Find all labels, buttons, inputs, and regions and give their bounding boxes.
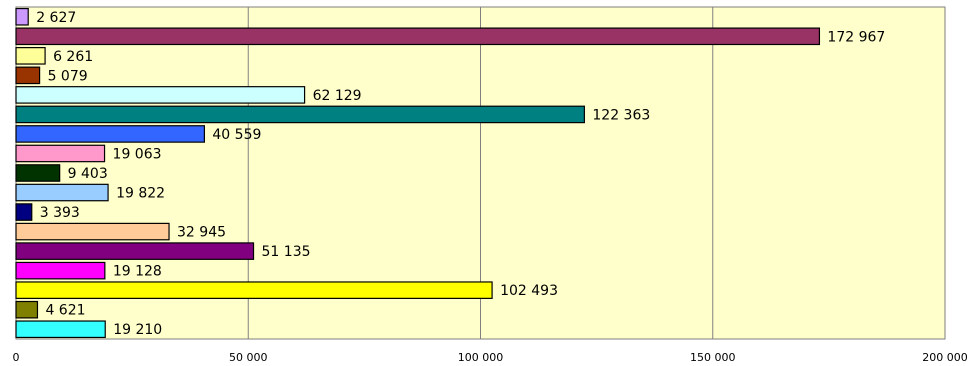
data-labels: 2 627 172 967 6 261 5 079 62 129 122 363 40 55…	[36, 10, 885, 338]
data-label: 19 128	[113, 264, 162, 280]
bar	[15, 144, 106, 163]
bar	[15, 242, 255, 260]
data-label: 19 822	[116, 186, 165, 202]
data-label: 62 129	[313, 88, 362, 104]
bar	[15, 27, 821, 46]
data-label: 51 135	[262, 244, 311, 260]
data-label: 19 210	[113, 322, 162, 338]
bar	[15, 47, 46, 65]
bar	[15, 281, 493, 299]
x-tick-label: 0	[13, 351, 20, 364]
data-label: 6 261	[53, 49, 93, 65]
data-label: 32 945	[177, 225, 226, 241]
bar	[15, 320, 106, 339]
x-tick-label: 200 000	[922, 351, 968, 364]
data-label: 19 063	[113, 146, 162, 162]
bar	[15, 125, 205, 143]
x-tick-label: 150 000	[690, 351, 736, 364]
bar	[15, 183, 109, 202]
bar	[15, 203, 33, 221]
bar	[15, 105, 585, 124]
bar	[15, 261, 106, 280]
x-tick-label: 100 000	[458, 351, 504, 364]
bar	[15, 66, 41, 85]
data-label: 9 403	[68, 166, 108, 182]
x-axis-ticks: 0 50 000 100 000 150 000 200 000	[13, 351, 968, 364]
data-label: 172 967	[827, 29, 885, 45]
bar	[15, 164, 61, 182]
data-label: 40 559	[212, 127, 261, 143]
data-label: 4 621	[45, 303, 85, 319]
bar	[15, 222, 170, 241]
bars	[15, 7, 821, 339]
data-label: 122 363	[592, 107, 650, 123]
data-label: 5 079	[48, 68, 88, 84]
data-label: 3 393	[40, 205, 80, 221]
data-label: 2 627	[36, 10, 76, 26]
bar	[15, 300, 39, 319]
bar	[15, 7, 29, 26]
bar	[15, 86, 306, 104]
data-label: 102 493	[500, 283, 558, 299]
x-tick-label: 50 000	[229, 351, 268, 364]
